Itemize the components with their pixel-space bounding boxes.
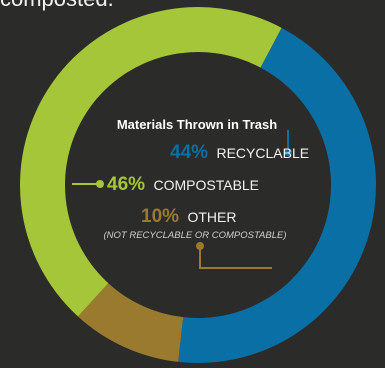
slice-other (77, 283, 184, 362)
recyclable-name: RECYCLABLE (216, 145, 309, 161)
slice-label-recyclable: 44% RECYCLABLE (170, 142, 309, 163)
slice-label-other: 10% OTHER (141, 206, 236, 227)
slice-recyclable (178, 27, 376, 364)
leader-line-other (199, 244, 272, 269)
other-name: OTHER (187, 209, 236, 225)
other-percent: 10% (141, 206, 179, 227)
leader-dot-recyclable (284, 148, 292, 156)
other-note: (NOT RECYCLABLE OR COMPOSTABLE) (104, 230, 287, 241)
slice-label-compostable: 46% COMPOSTABLE (107, 174, 259, 195)
chart-title: Materials Thrown in Trash (117, 117, 277, 132)
leader-dot-compostable (96, 180, 104, 188)
compostable-name: COMPOSTABLE (153, 177, 259, 193)
top-text-fragment: composted. (0, 0, 114, 12)
slice-compostable (20, 6, 282, 317)
leader-dot-other (196, 242, 204, 250)
recyclable-percent: 44% (170, 142, 208, 163)
compostable-percent: 46% (107, 174, 145, 195)
